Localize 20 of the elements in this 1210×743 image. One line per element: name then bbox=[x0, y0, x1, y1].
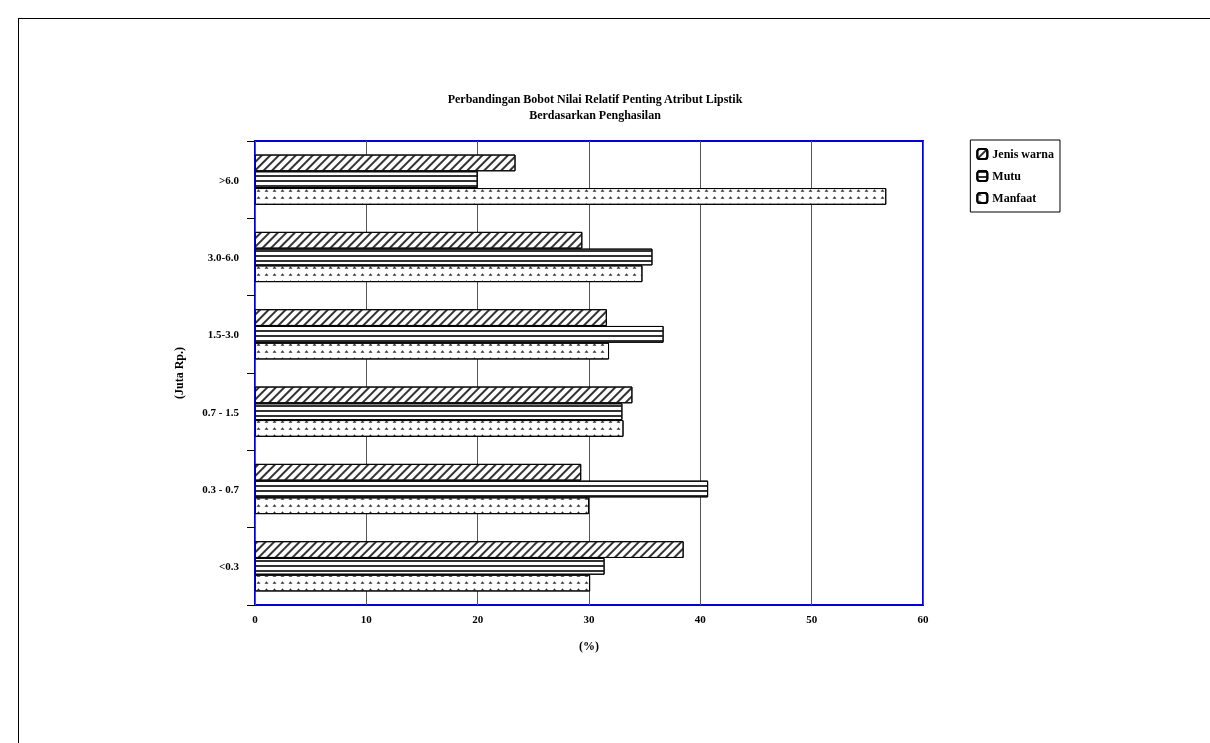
legend-label: Manfaat bbox=[992, 191, 1037, 205]
y-tick-label: 0.7 - 1.5 bbox=[202, 405, 240, 418]
chart-subtitle: Berdasarkan Penghasilan bbox=[529, 108, 662, 122]
y-tick-label: 1.5-3.0 bbox=[207, 328, 240, 341]
x-tick-label: 30 bbox=[583, 612, 595, 625]
legend-label: Jenis warna bbox=[992, 147, 1054, 161]
x-tick-label: 10 bbox=[360, 612, 373, 625]
legend-label: Mutu bbox=[992, 169, 1022, 183]
x-tick-label: 40 bbox=[694, 612, 707, 625]
x-axis-title: (%) bbox=[579, 639, 599, 653]
x-tick-label: 50 bbox=[806, 612, 818, 625]
x-tick-label: 0 bbox=[252, 612, 259, 625]
chart-title: Perbandingan Bobot Nilai Relatif Penting Atribut Lipstik bbox=[447, 92, 743, 106]
y-axis-title: (Juta Rp.) bbox=[172, 346, 186, 400]
y-tick-label: 0.3 - 0.7 bbox=[202, 483, 240, 495]
y-tick-label: >6.0 bbox=[218, 173, 240, 186]
x-tick-label: 60 bbox=[917, 612, 929, 625]
y-tick-label: 3.0-6.0 bbox=[207, 251, 240, 263]
y-tick-label: <0.3 bbox=[218, 560, 240, 573]
x-tick-label: 20 bbox=[472, 612, 484, 625]
